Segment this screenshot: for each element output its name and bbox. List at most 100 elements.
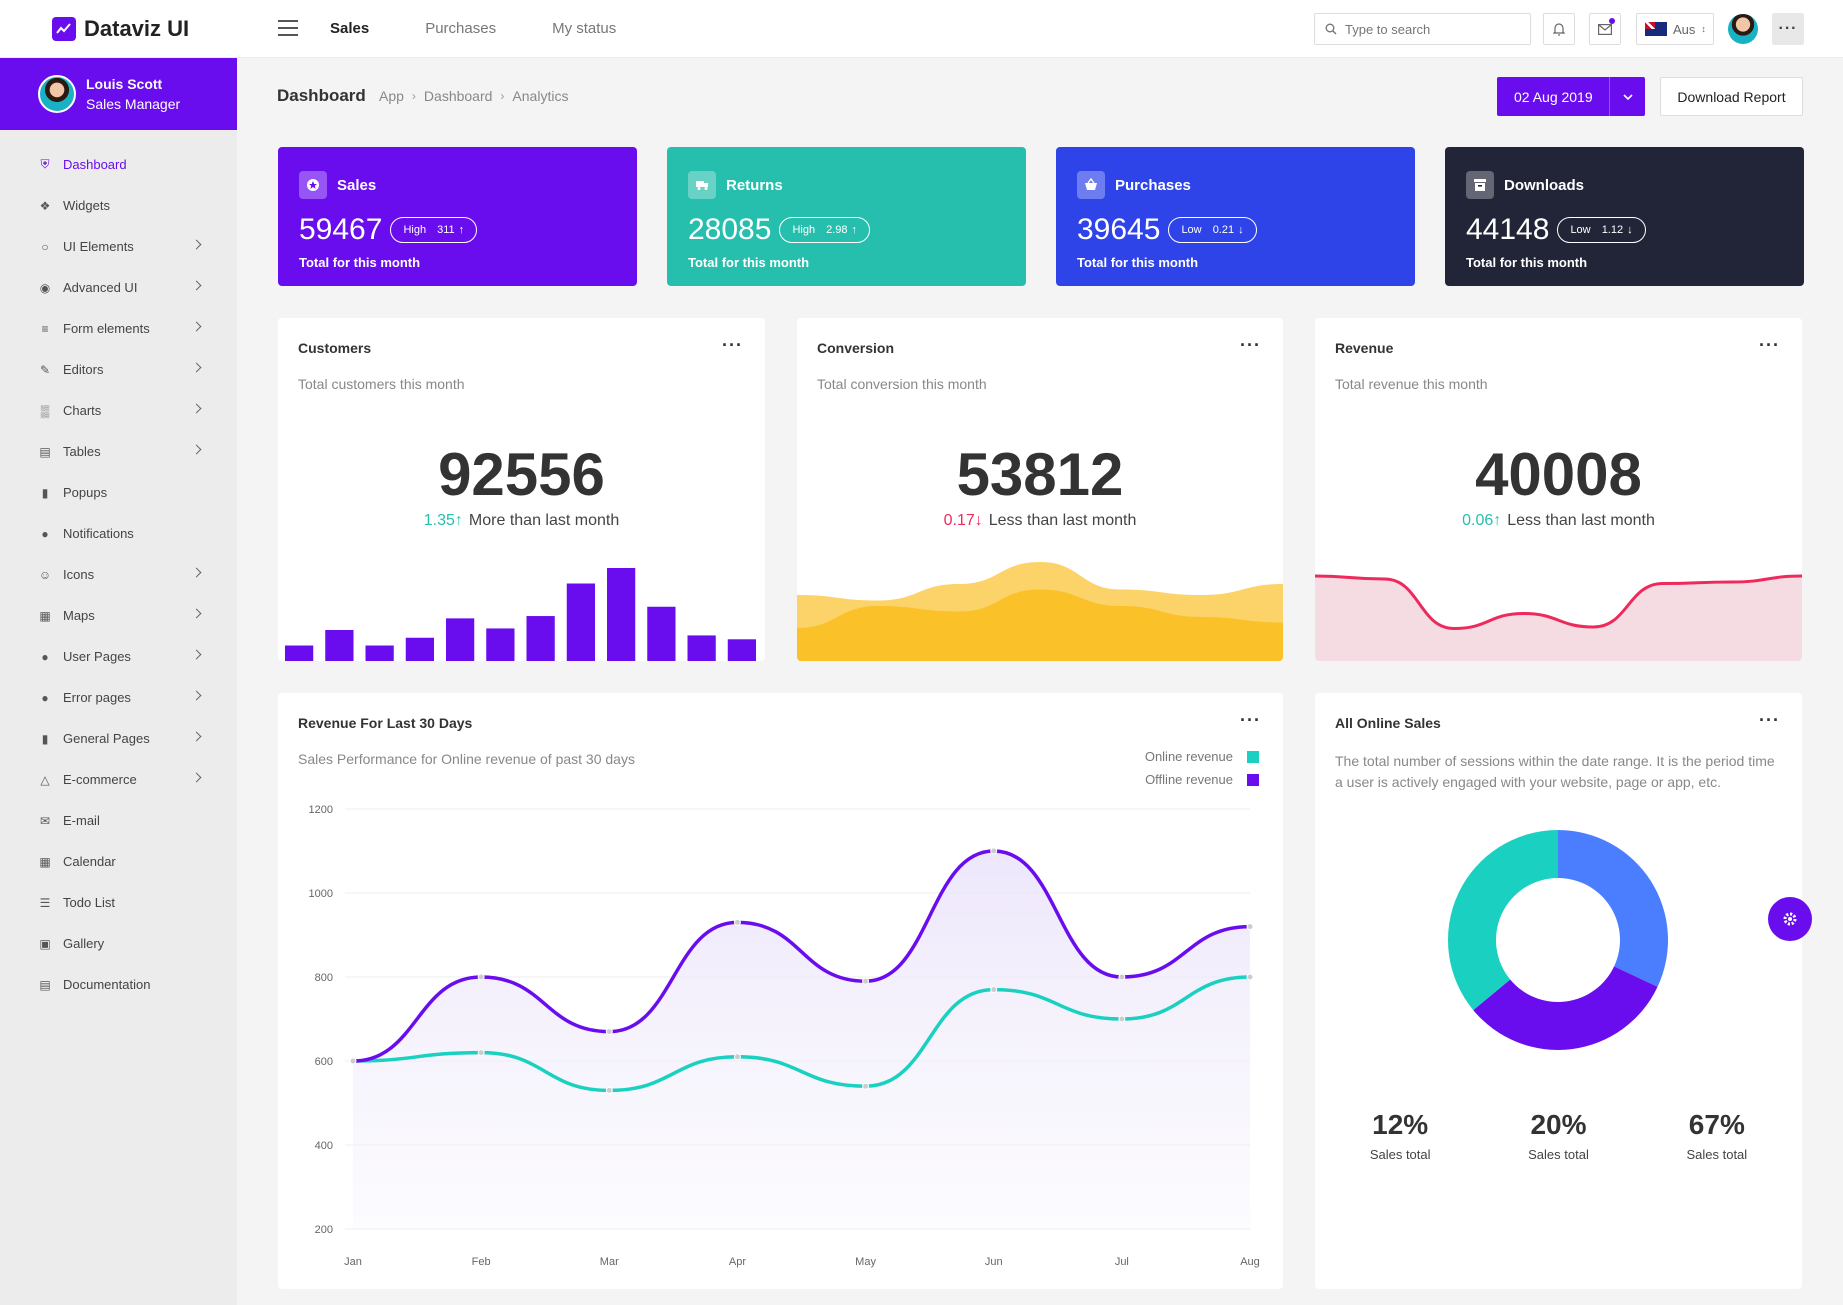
search-input[interactable] xyxy=(1345,21,1515,37)
x-tick-label: Jan xyxy=(344,1256,362,1268)
sidebar-item-documentation[interactable]: ▤ Documentation xyxy=(0,964,237,1005)
brand-name: Dataviz UI xyxy=(84,16,190,41)
series-line xyxy=(352,975,1251,1093)
settings-fab-button[interactable] xyxy=(1768,897,1812,941)
sidebar-item-general-pages[interactable]: ▮ General Pages xyxy=(0,718,237,759)
arrow-up-icon: ↑ xyxy=(851,224,858,236)
download-report-button[interactable]: Download Report xyxy=(1660,77,1803,116)
stat-tile-returns[interactable]: Returns 28085 High 2.98 ↑ Total for this mon… xyxy=(667,147,1026,286)
sidebar-item-e-mail[interactable]: ✉ E-mail xyxy=(0,800,237,841)
area-line xyxy=(1315,574,1802,631)
sidebar-item-form-elements[interactable]: ≡ Form elements xyxy=(0,308,237,349)
card-title: Customers xyxy=(298,340,372,356)
sidebar-item-editors[interactable]: ✎ Editors xyxy=(0,349,237,390)
tile-subtitle: Total for this month xyxy=(688,255,810,270)
data-point[interactable] xyxy=(1118,1015,1126,1023)
kpi-change: 1.35↑ xyxy=(423,512,463,529)
breadcrumb-dashboard[interactable]: Dashboard xyxy=(423,88,493,104)
sidebar-item-label: Todo List xyxy=(63,895,116,910)
sidebar-item-label: Advanced UI xyxy=(63,280,138,295)
data-point[interactable] xyxy=(862,1082,870,1090)
chevron-right-icon xyxy=(191,280,202,291)
sidebar-item-user-pages[interactable]: ● User Pages xyxy=(0,636,237,677)
sidebar-item-label: Popups xyxy=(63,485,108,500)
card-more-button[interactable]: ··· xyxy=(1759,710,1780,730)
topnav-my-status[interactable]: My status xyxy=(552,20,617,37)
sidebar-item-label: Form elements xyxy=(63,321,150,336)
data-point[interactable] xyxy=(733,918,741,926)
data-point[interactable] xyxy=(733,1053,741,1061)
arrow-up-icon: ↑ xyxy=(458,224,465,236)
bar xyxy=(405,637,434,661)
donut-slice[interactable] xyxy=(1558,830,1668,987)
legend-swatch xyxy=(1247,773,1259,786)
card-more-button[interactable]: ··· xyxy=(722,335,743,355)
data-point[interactable] xyxy=(862,977,870,985)
sidebar-item-notifications[interactable]: ● Notifications xyxy=(0,513,237,554)
more-options-button[interactable]: ··· xyxy=(1772,13,1804,45)
legend-item-offline[interactable]: Offline revenue xyxy=(1145,772,1259,787)
notifications-button[interactable] xyxy=(1543,13,1575,45)
menu-toggle-icon[interactable] xyxy=(278,20,298,36)
x-tick-label: Aug xyxy=(1240,1256,1260,1268)
card-more-button[interactable]: ··· xyxy=(1240,710,1261,730)
sidebar-item-advanced-ui[interactable]: ◉ Advanced UI xyxy=(0,267,237,308)
language-select[interactable]: Aus ↕ xyxy=(1636,13,1714,45)
data-point[interactable] xyxy=(349,1057,357,1065)
stat-tile-downloads[interactable]: Downloads 44148 Low 1.12 ↓ Total for this mo… xyxy=(1445,147,1804,286)
topnav-purchases[interactable]: Purchases xyxy=(425,20,497,37)
status-badge: Low 1.12 ↓ xyxy=(1557,217,1646,243)
user-avatar[interactable] xyxy=(1728,14,1758,44)
language-label: Aus xyxy=(1673,21,1696,37)
messages-button[interactable] xyxy=(1589,13,1621,45)
sidebar-item-calendar[interactable]: ▦ Calendar xyxy=(0,841,237,882)
date-picker-button[interactable]: 02 Aug 2019 xyxy=(1497,77,1645,116)
topnav-sales[interactable]: Sales xyxy=(330,20,370,37)
sidebar-item-maps[interactable]: ▦ Maps xyxy=(0,595,237,636)
legend-item-online[interactable]: Online revenue xyxy=(1145,749,1259,764)
sidebar-item-e-commerce[interactable]: △ E-commerce xyxy=(0,759,237,800)
data-point[interactable] xyxy=(477,1049,485,1057)
sidebar-item-todo-list[interactable]: ☰ Todo List xyxy=(0,882,237,923)
sidebar-item-error-pages[interactable]: ● Error pages xyxy=(0,677,237,718)
sidebar-item-tables[interactable]: ▤ Tables xyxy=(0,431,237,472)
data-point[interactable] xyxy=(477,973,485,981)
data-point[interactable] xyxy=(1118,973,1126,981)
area-series xyxy=(797,589,1283,661)
sidebar-item-popups[interactable]: ▮ Popups xyxy=(0,472,237,513)
sidebar-item-label: Charts xyxy=(63,403,102,418)
card-more-button[interactable]: ··· xyxy=(1240,335,1261,355)
chevron-right-icon xyxy=(191,321,202,332)
sidebar-item-label: Notifications xyxy=(63,526,134,541)
sidebar-item-icons[interactable]: ☺ Icons xyxy=(0,554,237,595)
data-point[interactable] xyxy=(1246,923,1254,931)
customers-card: Customers ··· Total customers this month… xyxy=(278,318,765,661)
data-point[interactable] xyxy=(990,847,998,855)
sidebar-item-widgets[interactable]: ❖ Widgets xyxy=(0,185,237,226)
donut-slice[interactable] xyxy=(1448,830,1558,1011)
sidebar-item-label: Gallery xyxy=(63,936,105,951)
sidebar-item-label: E-mail xyxy=(63,813,100,828)
brand[interactable]: Dataviz UI xyxy=(52,16,189,42)
data-point[interactable] xyxy=(990,986,998,994)
data-point[interactable] xyxy=(605,1028,613,1036)
sidebar-item-dashboard[interactable]: ⛨ Dashboard xyxy=(0,144,237,185)
kpi-note: Less than last month xyxy=(988,512,1137,529)
card-more-button[interactable]: ··· xyxy=(1759,335,1780,355)
mail-icon xyxy=(1598,23,1612,35)
donut-slice[interactable] xyxy=(1473,966,1658,1050)
x-tick-label: Feb xyxy=(472,1256,491,1268)
data-point[interactable] xyxy=(1246,973,1254,981)
data-point[interactable] xyxy=(605,1086,613,1094)
profile-card[interactable]: Louis Scott Sales Manager xyxy=(0,58,237,130)
sidebar-item-label: Icons xyxy=(63,567,95,582)
stat-tile-sales[interactable]: Sales 59467 High 311 ↑ Total for this month xyxy=(278,147,637,286)
sidebar-item-ui-elements[interactable]: ○ UI Elements xyxy=(0,226,237,267)
conversion-area-chart xyxy=(797,562,1283,661)
doc-icon: ▤ xyxy=(39,977,51,992)
sidebar-item-charts[interactable]: ▒ Charts xyxy=(0,390,237,431)
online-sales-card: All Online Sales ··· The total number of… xyxy=(1315,693,1802,1289)
breadcrumb-app[interactable]: App xyxy=(379,88,404,104)
stat-tile-purchases[interactable]: Purchases 39645 Low 0.21 ↓ Total for this mo… xyxy=(1056,147,1415,286)
sidebar-item-gallery[interactable]: ▣ Gallery xyxy=(0,923,237,964)
